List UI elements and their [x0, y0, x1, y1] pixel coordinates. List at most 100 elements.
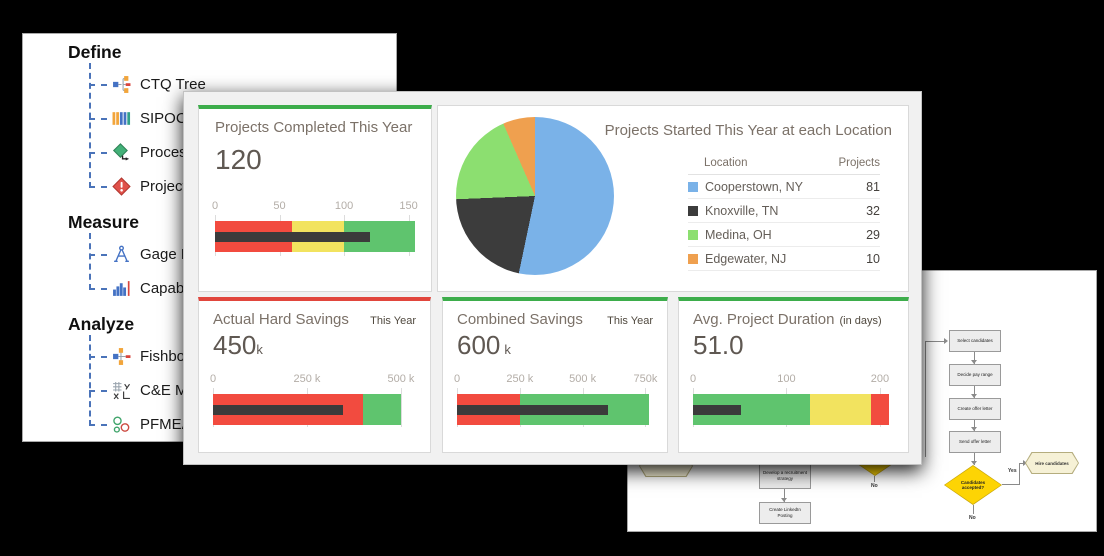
card-hard-savings: Actual Hard Savings This Year 450k 0 250 …	[198, 297, 431, 453]
card-projects-started: Projects Started This Year at each Locat…	[437, 105, 909, 292]
axis-tick-label: 750k	[633, 373, 658, 385]
axis-tick-line	[400, 388, 402, 427]
card-header-row: Combined Savings This Year	[457, 311, 653, 328]
pfmea-icon	[112, 415, 131, 434]
projects-completed-bullet-chart: 0 50 100 150	[211, 200, 418, 256]
card-combined-savings: Combined Savings This Year 600 k 0 250 k 50…	[442, 297, 668, 453]
axis-tick-label: 0	[453, 373, 461, 385]
bullet-band-yellow	[809, 394, 871, 425]
fishbone-icon	[112, 347, 131, 366]
axis-tick-label: 50	[273, 200, 286, 212]
bullet-band-red	[870, 394, 890, 425]
tree-item-sipoc[interactable]: SIPOC	[89, 101, 396, 135]
pie-legend: Location Projects Cooperstown, NY 81 Knoxv…	[688, 154, 880, 271]
pie-legend-rows: Cooperstown, NY 81 Knoxville, TN 32 Medina, …	[688, 175, 880, 271]
card-title: Actual Hard Savings	[213, 311, 349, 328]
tree-item-label: CTQ Tree	[140, 75, 206, 93]
legend-location-label: Cooperstown, NY	[705, 179, 803, 194]
pie-legend-header: Location Projects	[688, 154, 880, 175]
flow-connector	[974, 352, 975, 364]
card-unit-note: (in days)	[839, 315, 882, 327]
axis-tick-label: 100	[334, 200, 354, 212]
flow-no-label: No	[871, 483, 878, 489]
axis-tick-label: 250 k	[293, 373, 321, 385]
flow-arrowhead	[971, 461, 977, 465]
legend-swatch-icon	[688, 205, 698, 216]
card-title: Projects Completed This Year	[215, 119, 413, 136]
card-value: 51.0	[693, 330, 744, 360]
legend-swatch-icon	[688, 253, 698, 264]
flow-connector	[1002, 484, 1019, 485]
flow-no-label: No	[969, 515, 976, 521]
legend-row: Medina, OH 29	[688, 223, 880, 247]
tree-item-label: SIPOC	[140, 109, 187, 127]
flow-connector	[973, 505, 974, 514]
legend-row: Cooperstown, NY 81	[688, 175, 880, 199]
legend-projects-value: 29	[866, 227, 880, 242]
card-title: Combined Savings	[457, 311, 583, 328]
axis-tick-label: 150	[399, 200, 418, 212]
axis-tick-label: 0	[689, 373, 697, 385]
hexagon-fill	[1026, 453, 1078, 473]
flow-arrowhead	[781, 498, 787, 502]
card-period-label: This Year	[607, 315, 653, 327]
axis-tick-label: 250 k	[506, 373, 534, 385]
flow-connector	[1019, 463, 1025, 464]
legend-row: Knoxville, TN 32	[688, 199, 880, 223]
flow-connector	[974, 453, 975, 465]
card-title: Avg. Project Duration	[693, 311, 835, 328]
flow-connector	[974, 386, 975, 398]
axis-tick-label: 500 k	[387, 373, 415, 385]
combined-savings-bullet-chart: 0 250 k 500 k 750k	[453, 373, 657, 427]
flow-connector	[974, 420, 975, 431]
bullet-band-row	[213, 394, 416, 425]
flow-terminal-hexagon: Hire candidates	[1025, 452, 1079, 474]
flow-step-box: Decide pay range	[949, 364, 1001, 386]
flow-arrowhead	[971, 427, 977, 431]
value-suffix: k	[256, 342, 263, 357]
tree-section-title: Analyze	[68, 314, 135, 334]
legend-row: Edgewater, NJ 10	[688, 247, 880, 271]
bullet-measure-bar	[693, 404, 741, 415]
ctq-tree-icon	[112, 75, 131, 94]
flow-step-box: Select candidates	[949, 330, 1001, 352]
card-project-duration: Avg. Project Duration (in days) 51.0 0 10…	[678, 297, 909, 453]
value-number: 450	[213, 330, 257, 360]
ce-matrix-icon	[112, 381, 131, 400]
legend-location-label: Knoxville, TN	[705, 203, 779, 218]
project-risk-icon	[112, 176, 131, 196]
legend-location-label: Edgewater, NJ	[705, 251, 787, 266]
flow-arrowhead	[971, 394, 977, 398]
bullet-band-row	[457, 394, 653, 425]
dashboard-panel: Projects Completed This Year 120 0 50 100 1…	[183, 91, 922, 465]
card-header-row: Avg. Project Duration (in days)	[693, 311, 894, 328]
tree-item-ctq-tree[interactable]: CTQ Tree	[89, 67, 396, 101]
flow-hire-label: Hire candidates	[1035, 460, 1069, 466]
legend-header-projects: Projects	[838, 157, 880, 169]
bullet-measure-bar	[213, 404, 343, 415]
tree-section-title: Measure	[68, 212, 140, 232]
legend-location-label: Medina, OH	[705, 227, 772, 242]
pie-chart	[456, 117, 614, 275]
capability-icon	[112, 279, 131, 298]
flow-decision-diamond: Candidates accepted?	[944, 465, 1002, 505]
flow-connector	[925, 341, 926, 457]
bullet-band-green	[363, 394, 401, 425]
flow-strategy-box: Develop a recruitment strategy	[759, 463, 811, 489]
duration-bullet-chart: 0 100 200	[689, 373, 894, 427]
legend-header-location: Location	[704, 157, 748, 169]
axis-tick-label: 0	[211, 200, 219, 212]
axis-tick-label: 0	[209, 373, 217, 385]
axis-tick-label: 500 k	[569, 373, 597, 385]
flow-arrowhead	[971, 360, 977, 364]
legend-projects-value: 32	[866, 203, 880, 218]
process-map-icon	[112, 142, 131, 162]
card-value: 450k	[213, 330, 416, 361]
flow-connector	[1019, 463, 1020, 485]
legend-projects-value: 81	[866, 179, 880, 194]
tree-section-title: Define	[68, 42, 122, 62]
legend-swatch-icon	[688, 229, 698, 240]
card-value: 600 k	[457, 330, 653, 361]
flow-step-box: Send offer letter	[949, 431, 1001, 453]
